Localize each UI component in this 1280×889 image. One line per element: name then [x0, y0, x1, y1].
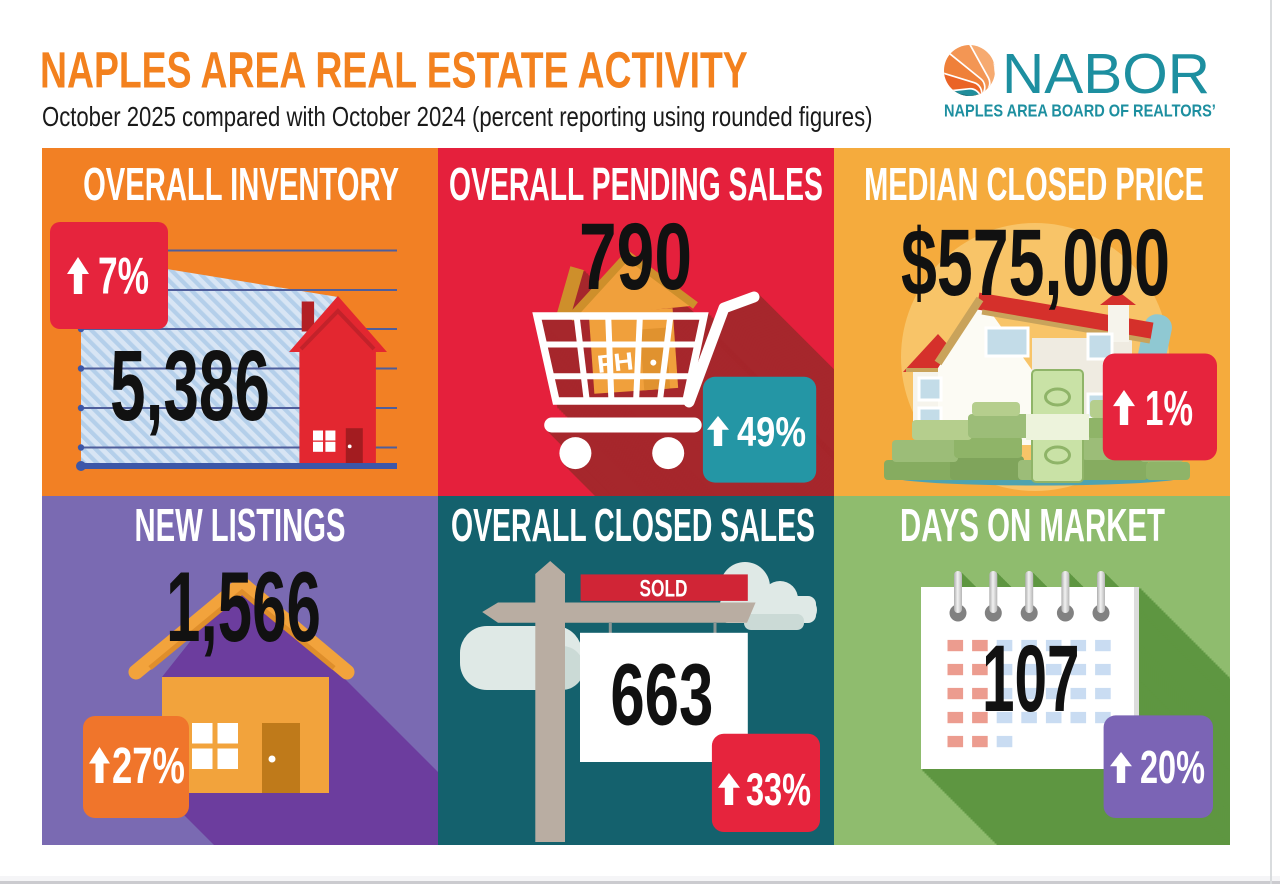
svg-text:OVERALL CLOSED SALES: OVERALL CLOSED SALES: [451, 500, 815, 552]
svg-text:NABOR: NABOR: [1002, 43, 1210, 106]
svg-text:5,386: 5,386: [110, 329, 270, 441]
svg-text:DAYS ON MARKET: DAYS ON MARKET: [900, 500, 1165, 551]
svg-text:7%: 7%: [98, 248, 149, 305]
svg-text:OVERALL PENDING SALES: OVERALL PENDING SALES: [449, 159, 823, 211]
svg-text:SOLD: SOLD: [640, 576, 688, 602]
svg-text:NAPLES AREA BOARD OF REALTORS’: NAPLES AREA BOARD OF REALTORS’: [944, 101, 1216, 121]
svg-text:663: 663: [610, 646, 713, 743]
svg-text:MEDIAN CLOSED PRICE: MEDIAN CLOSED PRICE: [864, 159, 1204, 210]
svg-text:107: 107: [982, 625, 1080, 731]
svg-text:27%: 27%: [112, 738, 185, 794]
svg-text:$575,000: $575,000: [901, 211, 1170, 316]
svg-text:790: 790: [579, 204, 692, 310]
svg-text:1%: 1%: [1145, 381, 1193, 436]
svg-text:33%: 33%: [746, 765, 811, 816]
svg-text:20%: 20%: [1140, 743, 1205, 794]
svg-text:October 2025 compared with Oct: October 2025 compared with October 2024 …: [42, 102, 872, 133]
svg-text:OVERALL INVENTORY: OVERALL INVENTORY: [83, 159, 399, 210]
svg-text:NEW LISTINGS: NEW LISTINGS: [135, 500, 346, 551]
svg-text:49%: 49%: [737, 409, 806, 456]
svg-text:1,566: 1,566: [166, 552, 321, 662]
svg-text:NAPLES AREA REAL ESTATE ACTIVI: NAPLES AREA REAL ESTATE ACTIVITY: [40, 43, 748, 99]
